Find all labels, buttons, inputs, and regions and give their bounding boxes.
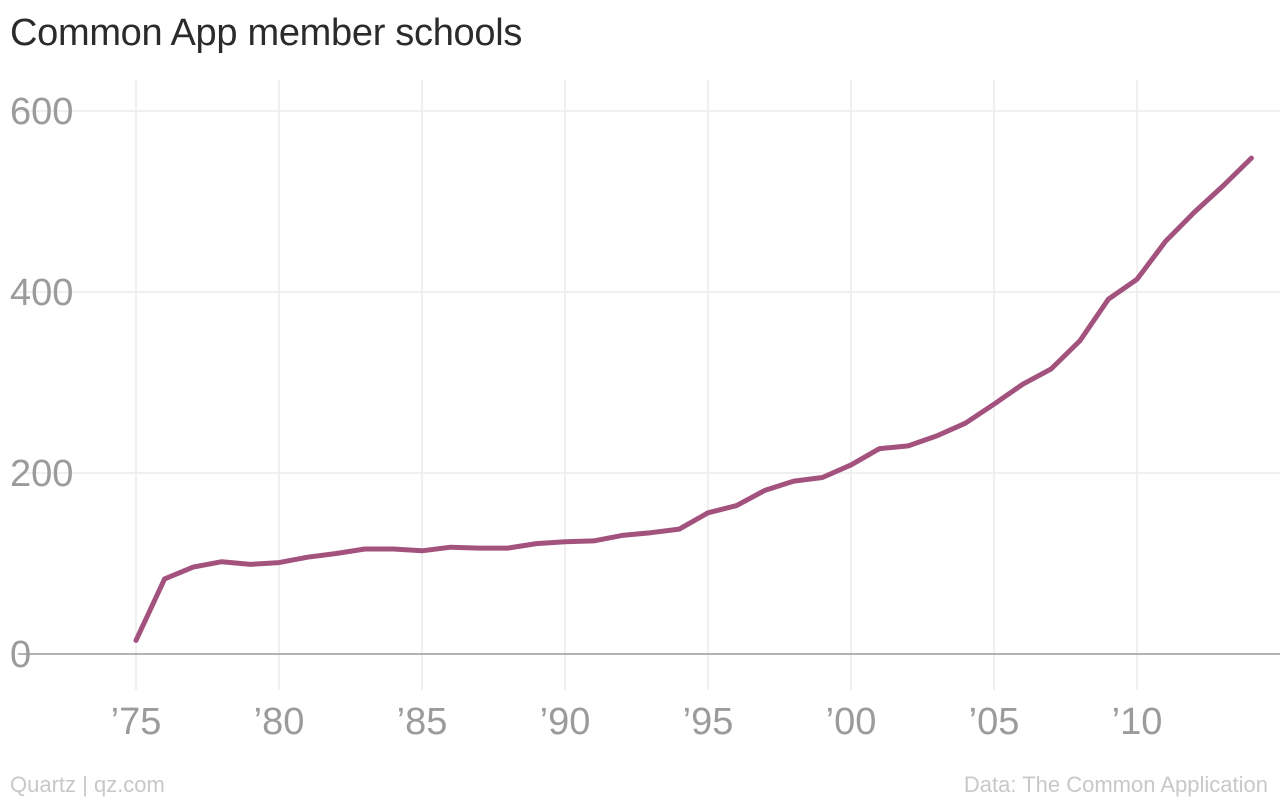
- chart-title: Common App member schools: [10, 12, 523, 54]
- data-point: [134, 638, 139, 643]
- data-point: [534, 541, 539, 546]
- data-point: [677, 527, 682, 532]
- data-point: [992, 402, 997, 407]
- data-point: [162, 576, 167, 581]
- data-point: [1049, 366, 1054, 371]
- series-group: [133, 155, 1254, 643]
- data-point: [1106, 297, 1111, 302]
- x-tick-label: ’90: [540, 701, 591, 743]
- data-point: [362, 547, 367, 552]
- y-gridlines: [18, 110, 1280, 474]
- data-point: [563, 539, 568, 544]
- data-point: [934, 433, 939, 438]
- data-point: [420, 548, 425, 553]
- x-tick-label: ’00: [826, 701, 877, 743]
- data-point: [706, 510, 711, 515]
- x-tick-labels: ’75 ’80 ’85 ’90 ’95 ’00 ’05 ’10: [111, 701, 1163, 743]
- data-point: [963, 421, 968, 426]
- data-point: [1077, 338, 1082, 343]
- data-point: [505, 546, 510, 551]
- data-point: [277, 560, 282, 565]
- x-tick-label: ’85: [397, 701, 448, 743]
- data-point: [734, 503, 739, 508]
- data-point: [648, 530, 653, 535]
- data-point: [1220, 184, 1225, 189]
- data-point: [305, 555, 310, 560]
- data-point: [1135, 277, 1140, 282]
- data-point: [906, 443, 911, 448]
- x-tick-label: ’05: [969, 701, 1020, 743]
- data-point: [791, 479, 796, 484]
- data-point: [1192, 210, 1197, 215]
- data-point: [477, 546, 482, 551]
- data-point: [877, 446, 882, 451]
- x-tick-label: ’80: [254, 701, 305, 743]
- data-point: [334, 551, 339, 556]
- data-point: [219, 559, 224, 564]
- data-point: [591, 538, 596, 543]
- y-tick-label: 200: [10, 453, 73, 495]
- data-point: [391, 547, 396, 552]
- data-point: [620, 533, 625, 538]
- data-point: [191, 565, 196, 570]
- x-tick-label: ’75: [111, 701, 162, 743]
- y-tick-label: 400: [10, 272, 73, 314]
- data-point: [763, 488, 768, 493]
- data-point: [1163, 239, 1168, 244]
- y-tick-label: 0: [10, 634, 31, 676]
- data-point: [849, 462, 854, 467]
- footer-data-source: Data: The Common Application: [963, 772, 1268, 797]
- data-point: [1249, 156, 1254, 161]
- x-tick-label: ’95: [683, 701, 734, 743]
- y-tick-labels: 0 200 400 600: [10, 91, 73, 676]
- data-point: [248, 562, 253, 567]
- data-point: [448, 545, 453, 550]
- x-gridlines: [135, 80, 1138, 690]
- footer-credit: Quartz | qz.com: [10, 772, 165, 797]
- data-point: [1020, 382, 1025, 387]
- x-tick-label: ’10: [1112, 701, 1163, 743]
- data-point: [820, 475, 825, 480]
- y-tick-label: 600: [10, 91, 73, 133]
- series-line: [133, 155, 1254, 643]
